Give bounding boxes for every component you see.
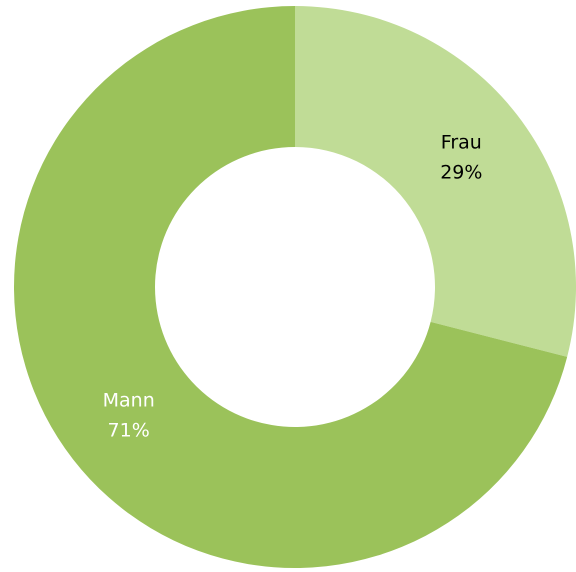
slice-value-label: 29% — [440, 161, 482, 183]
slice-category-label: Mann — [103, 390, 155, 412]
slice-value-label: 71% — [108, 420, 150, 442]
donut-slice — [13, 6, 568, 568]
donut-slice — [295, 6, 576, 357]
slice-category-label: Frau — [441, 131, 482, 153]
